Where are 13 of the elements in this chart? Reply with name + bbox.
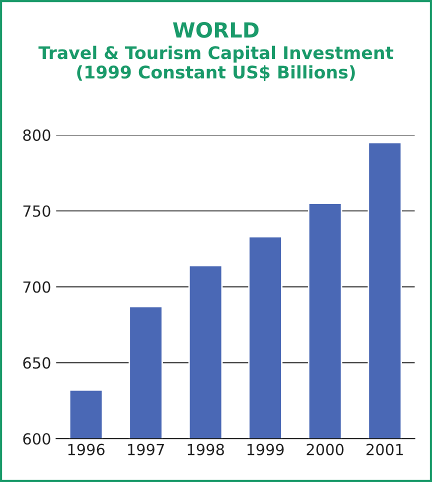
chart-title: WORLD <box>172 22 259 38</box>
x-tick-label: 1998 <box>188 444 224 456</box>
x-tick-label: 2000 <box>306 444 344 456</box>
chart-subtitle: Travel & Tourism Capital Investment (1999 Constant US$ Billions) <box>38 46 394 81</box>
x-tick-label: 1999 <box>248 444 284 456</box>
y-tick-label: 700 <box>23 281 50 293</box>
y-tick-label: 600 <box>23 433 50 445</box>
y-tick-label: 750 <box>23 205 50 217</box>
x-tick-label: 1996 <box>68 444 105 456</box>
x-tick-label: 2001 <box>366 444 403 456</box>
x-tick-label: 1997 <box>128 444 164 456</box>
y-tick-label: 800 <box>23 129 50 141</box>
y-tick-label: 650 <box>23 357 50 369</box>
